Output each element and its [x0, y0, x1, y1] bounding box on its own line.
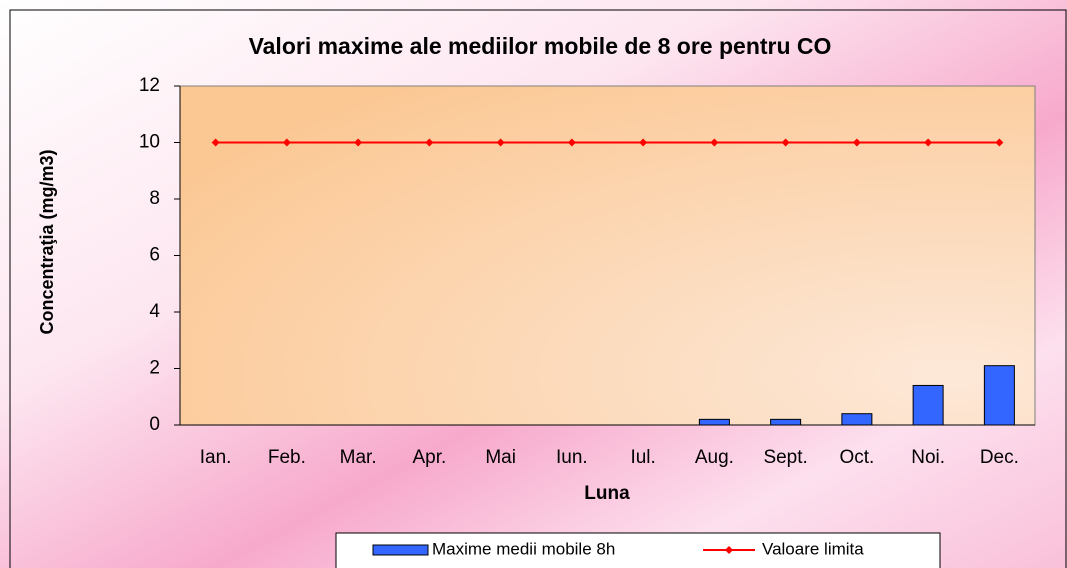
y-tick-label: 4	[149, 301, 160, 322]
line-marker	[282, 138, 291, 147]
line-marker	[425, 138, 434, 147]
line-marker	[781, 138, 790, 147]
legend-label: Valoare limita	[762, 539, 864, 558]
bar	[983, 365, 1015, 426]
x-tick-label: Feb.	[268, 447, 306, 468]
x-axis-title: Luna	[584, 483, 630, 504]
line-marker	[567, 138, 576, 147]
bar	[912, 384, 944, 426]
x-tick-label: Sept.	[763, 447, 807, 468]
line-marker	[924, 138, 933, 147]
line-marker	[211, 138, 220, 147]
bar	[770, 418, 802, 426]
legend-label: Maxime medii mobile 8h	[432, 539, 615, 558]
x-tick-label: Iun.	[556, 447, 588, 468]
x-tick-label: Iul.	[630, 447, 655, 468]
y-axis-title: Concentraţia (mg/m3)	[37, 149, 57, 334]
x-tick-label: Mai	[485, 447, 516, 468]
line-marker	[995, 138, 1004, 147]
x-tick-label: Ian.	[200, 447, 232, 468]
line-marker	[725, 546, 733, 554]
x-tick-label: Mar.	[340, 447, 377, 468]
legend	[335, 532, 941, 568]
y-tick-label: 2	[149, 358, 160, 379]
chart-title: Valori maxime ale mediilor mobile de 8 o…	[249, 33, 832, 59]
x-tick-label: Aug.	[695, 447, 734, 468]
x-tick-label: Apr.	[412, 447, 446, 468]
line-marker	[852, 138, 861, 147]
chart-border	[9, 9, 1067, 568]
bar	[698, 418, 730, 426]
legend-swatch	[372, 544, 429, 556]
line-marker	[639, 138, 648, 147]
line-marker	[354, 138, 363, 147]
y-tick-label: 10	[139, 132, 160, 153]
x-tick-label: Dec.	[980, 447, 1019, 468]
y-tick-label: 0	[149, 414, 160, 435]
line-marker	[710, 138, 719, 147]
plot-area	[179, 85, 1036, 426]
bar	[841, 413, 873, 426]
y-tick-label: 6	[149, 245, 160, 266]
line-marker	[496, 138, 505, 147]
x-tick-label: Oct.	[839, 447, 874, 468]
y-tick-label: 12	[139, 75, 160, 96]
x-tick-label: Noi.	[911, 447, 945, 468]
y-tick-label: 8	[149, 188, 160, 209]
